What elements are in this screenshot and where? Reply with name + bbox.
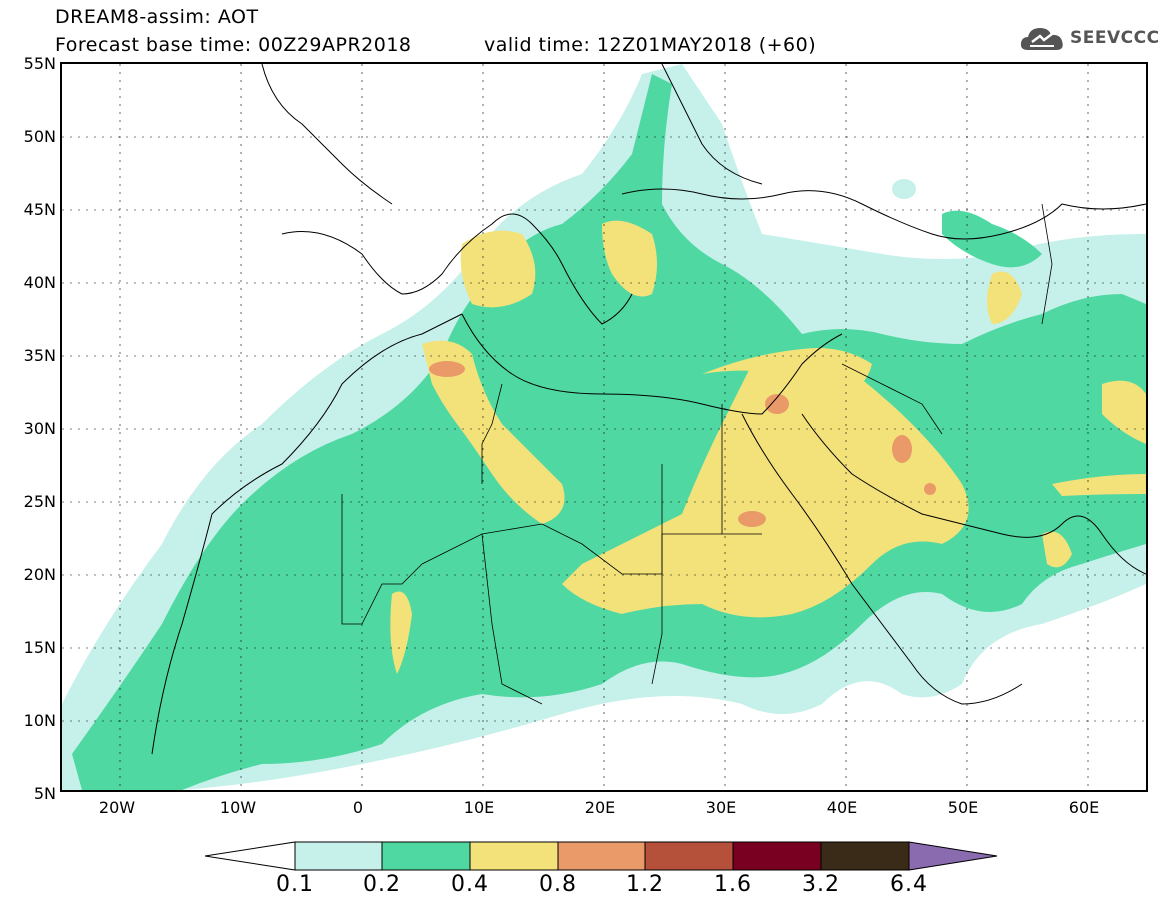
colorbar-label-3-2: 3.2: [791, 872, 851, 897]
lon-label-10w: 10W: [208, 798, 268, 817]
logo-text: SEEVCCC: [1070, 28, 1160, 48]
lat-label-45n: 45N: [0, 200, 56, 219]
colorbar-bin-0-8: [558, 842, 645, 870]
colorbar-over-triangle: [909, 842, 997, 870]
lat-label-25n: 25N: [0, 492, 56, 511]
colorbar-bin-0-1: [295, 842, 382, 870]
colorbar-label-1-6: 1.6: [703, 872, 763, 897]
lat-label-20n: 20N: [0, 565, 56, 584]
lon-label-50e: 50E: [933, 798, 993, 817]
colorbar-label-0-1: 0.1: [265, 872, 325, 897]
colorbar-label-6-4: 6.4: [879, 872, 939, 897]
lon-label-30e: 30E: [691, 798, 751, 817]
aot-colorbar: [205, 840, 1005, 874]
colorbar-bin-1-2: [645, 842, 733, 870]
colorbar-label-1-2: 1.2: [615, 872, 675, 897]
colorbar-label-0-4: 0.4: [440, 872, 500, 897]
lon-label-60e: 60E: [1054, 798, 1114, 817]
colorbar-label-0-8: 0.8: [528, 872, 588, 897]
colorbar-under-triangle: [205, 842, 295, 870]
lat-label-5n: 5N: [0, 784, 56, 803]
lon-label-20w: 20W: [87, 798, 147, 817]
aot-map: [60, 62, 1148, 792]
lat-label-40n: 40N: [0, 273, 56, 292]
aot-map-canvas: [62, 64, 1146, 790]
cloud-icon: [1018, 22, 1068, 56]
map-title: DREAM8-assim: AOT: [55, 6, 259, 28]
lat-label-30n: 30N: [0, 419, 56, 438]
lat-label-10n: 10N: [0, 711, 56, 730]
colorbar-bin-0-2: [382, 842, 470, 870]
lat-label-15n: 15N: [0, 638, 56, 657]
valid-time: valid time: 12Z01MAY2018 (+60): [484, 34, 816, 56]
colorbar-bin-1-6: [733, 842, 821, 870]
lat-label-50n: 50N: [0, 127, 56, 146]
lon-label-0: 0: [328, 798, 388, 817]
colorbar-label-0-2: 0.2: [352, 872, 412, 897]
seevccc-logo: SEEVCCC: [1018, 22, 1158, 58]
lat-label-35n: 35N: [0, 346, 56, 365]
lon-label-20e: 20E: [570, 798, 630, 817]
lon-label-40e: 40E: [812, 798, 872, 817]
lon-label-10e: 10E: [449, 798, 509, 817]
colorbar-bin-0-4: [470, 842, 558, 870]
forecast-base-time: Forecast base time: 00Z29APR2018: [55, 34, 412, 56]
lat-label-55n: 55N: [0, 54, 56, 73]
colorbar-bin-3-2: [821, 842, 909, 870]
